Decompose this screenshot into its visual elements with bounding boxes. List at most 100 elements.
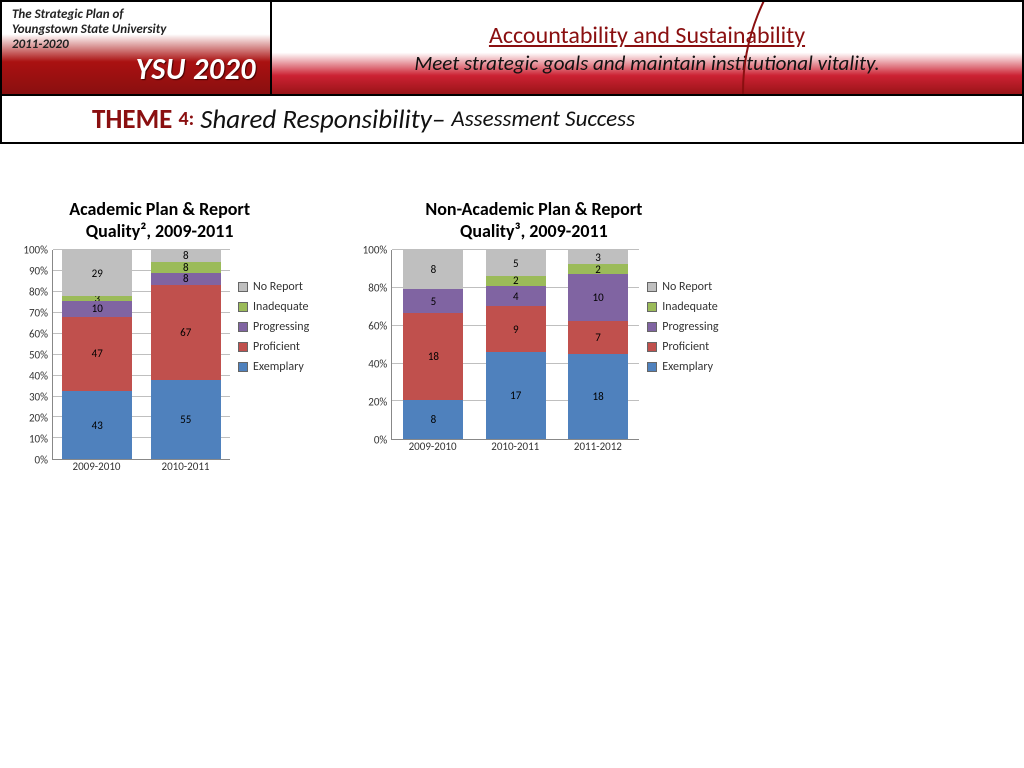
legend-swatch: [647, 302, 657, 312]
banner: Accountability and Sustainability Meet s…: [272, 2, 1022, 94]
legend-label: Inadequate: [253, 300, 308, 314]
legend-item-progressing: Progressing: [647, 320, 718, 334]
theme-suffix: Assessment Success: [451, 105, 635, 133]
bar-segment-proficient: 47: [62, 317, 132, 391]
chart-nonacademic: Non-Academic Plan & Report Quality³, 200…: [349, 199, 718, 480]
strategic-plan-text: The Strategic Plan of Youngstown State U…: [12, 8, 260, 53]
charts-container: Academic Plan & Report Quality², 2009-20…: [0, 144, 1024, 480]
y-tick: 80%: [29, 286, 48, 299]
y-tick: 90%: [29, 265, 48, 278]
legend-label: Progressing: [662, 320, 718, 334]
bar-segment-inadequate: 8: [151, 262, 221, 273]
chart1-plot: 0%10%20%30%40%50%60%70%80%90%100%4347103…: [10, 250, 230, 480]
legend-swatch: [238, 342, 248, 352]
legend-swatch: [647, 362, 657, 372]
y-tick: 100%: [363, 244, 388, 257]
bar-segment-exemplary: 43: [62, 391, 132, 459]
bar-column: 81858: [403, 250, 463, 439]
banner-title: Accountability and Sustainability: [489, 21, 805, 50]
legend-item-exemplary: Exemplary: [238, 360, 309, 374]
y-tick: 20%: [29, 412, 48, 425]
bar-segment-exemplary: 8: [403, 400, 463, 439]
legend-label: Exemplary: [253, 360, 304, 374]
legend-label: Proficient: [253, 340, 300, 354]
y-tick: 20%: [368, 396, 387, 409]
chart2-title: Non-Academic Plan & Report Quality³, 200…: [349, 199, 718, 242]
y-tick: 80%: [368, 282, 387, 295]
legend-label: Inadequate: [662, 300, 717, 314]
chart2-title-line1: Non-Academic Plan & Report: [349, 199, 718, 221]
bar-segment-progressing: 10: [568, 274, 628, 321]
chart1-title-line1: Academic Plan & Report: [10, 199, 309, 221]
x-label: 2009-2010: [62, 460, 132, 480]
legend-item-progressing: Progressing: [238, 320, 309, 334]
theme-number: 4:: [178, 107, 194, 131]
y-tick: 0%: [35, 454, 48, 467]
y-tick: 0%: [374, 434, 387, 447]
legend-swatch: [238, 302, 248, 312]
legend-item-no_report: No Report: [238, 280, 309, 294]
bar-column: 5567888: [151, 250, 221, 459]
header: The Strategic Plan of Youngstown State U…: [0, 0, 1024, 96]
legend-item-inadequate: Inadequate: [647, 300, 718, 314]
legend-label: No Report: [662, 280, 712, 294]
legend-label: Proficient: [662, 340, 709, 354]
y-tick: 40%: [368, 358, 387, 371]
chart2-plot: 0%20%40%60%80%100%8185817942518710232009…: [349, 250, 639, 460]
chart2-title-line2: Quality³, 2009-2011: [349, 221, 718, 243]
bar-segment-inadequate: 2: [568, 264, 628, 273]
legend-item-proficient: Proficient: [647, 340, 718, 354]
bar-segment-proficient: 9: [486, 306, 546, 352]
bar-segment-progressing: 5: [403, 289, 463, 313]
bar-segment-no_report: 29: [62, 250, 132, 296]
y-tick: 40%: [29, 370, 48, 383]
y-tick: 60%: [368, 320, 387, 333]
bar-segment-no_report: 8: [151, 250, 221, 261]
bar-column: 179425: [486, 250, 546, 439]
legend-swatch: [238, 322, 248, 332]
y-tick: 30%: [29, 391, 48, 404]
banner-subtitle: Meet strategic goals and maintain instit…: [414, 50, 879, 76]
chart2-legend: No Report Inadequate Progressing Proficient…: [639, 250, 718, 460]
bar-column: 434710329: [62, 250, 132, 459]
legend-swatch: [647, 282, 657, 292]
legend-label: Progressing: [253, 320, 309, 334]
y-tick: 100%: [23, 244, 48, 257]
chart1-legend: No Report Inadequate Progressing Proficient…: [230, 250, 309, 480]
legend-swatch: [238, 362, 248, 372]
x-label: 2010-2011: [151, 460, 221, 480]
bar-segment-no_report: 5: [486, 250, 546, 276]
bar-segment-proficient: 18: [403, 313, 463, 400]
legend-item-proficient: Proficient: [238, 340, 309, 354]
bar-segment-no_report: 8: [403, 250, 463, 289]
legend-label: No Report: [253, 280, 303, 294]
theme-name: Shared Responsibility–: [200, 103, 445, 136]
bar-segment-progressing: 4: [486, 286, 546, 306]
y-tick: 70%: [29, 307, 48, 320]
y-tick: 60%: [29, 328, 48, 341]
bar-segment-exemplary: 17: [486, 352, 546, 439]
bar-segment-progressing: 8: [151, 273, 221, 284]
sp-line2: Youngstown State University: [12, 23, 260, 38]
bar-segment-inadequate: 2: [486, 276, 546, 286]
x-label: 2009-2010: [403, 440, 463, 460]
legend-swatch: [647, 342, 657, 352]
legend-item-inadequate: Inadequate: [238, 300, 309, 314]
bar-segment-exemplary: 18: [568, 354, 628, 439]
sp-line1: The Strategic Plan of: [12, 8, 260, 23]
bar-segment-proficient: 7: [568, 321, 628, 354]
bar-segment-no_report: 3: [568, 250, 628, 264]
bar-segment-progressing: 10: [62, 301, 132, 317]
theme-row: THEME 4: Shared Responsibility– Assessme…: [0, 96, 1024, 144]
brand-logo: YSU 2020: [136, 51, 256, 88]
legend-swatch: [647, 322, 657, 332]
chart-academic: Academic Plan & Report Quality², 2009-20…: [10, 199, 309, 480]
bar-segment-proficient: 67: [151, 285, 221, 381]
theme-label: THEME: [92, 103, 172, 136]
chart1-title: Academic Plan & Report Quality², 2009-20…: [10, 199, 309, 242]
legend-swatch: [238, 282, 248, 292]
legend-item-exemplary: Exemplary: [647, 360, 718, 374]
x-label: 2011-2012: [568, 440, 628, 460]
logo-box: The Strategic Plan of Youngstown State U…: [2, 2, 272, 94]
legend-item-no_report: No Report: [647, 280, 718, 294]
